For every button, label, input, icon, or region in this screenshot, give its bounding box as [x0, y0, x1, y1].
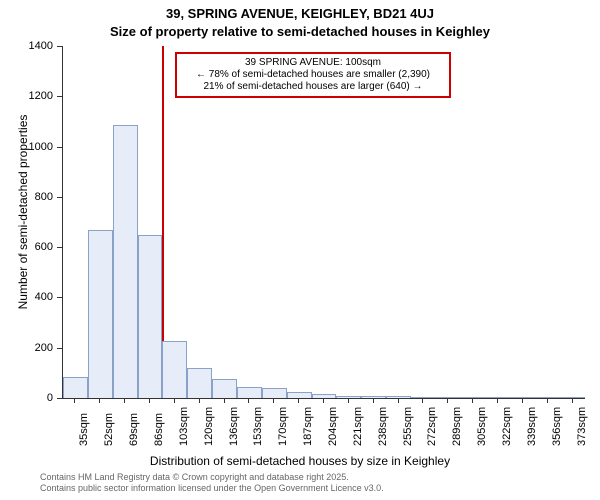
y-tick — [57, 147, 62, 148]
histogram-bar — [138, 235, 163, 398]
x-tick — [273, 398, 274, 403]
x-tick-label: 136sqm — [228, 407, 240, 446]
y-tick — [57, 197, 62, 198]
histogram-bar — [535, 397, 560, 398]
x-tick-label: 35sqm — [78, 413, 90, 446]
histogram-bar — [187, 368, 212, 398]
x-tick-label: 221sqm — [352, 407, 364, 446]
histogram-bar — [88, 230, 113, 398]
histogram-bar — [63, 377, 88, 398]
x-tick-label: 272sqm — [426, 407, 438, 446]
histogram-bar — [336, 396, 361, 399]
x-tick-label: 69sqm — [128, 413, 140, 446]
y-tick-label: 400 — [0, 291, 53, 303]
y-tick-label: 200 — [0, 342, 53, 354]
y-tick-label: 600 — [0, 241, 53, 253]
x-tick — [373, 398, 374, 403]
x-tick — [572, 398, 573, 403]
callout-line1: 39 SPRING AVENUE: 100sqm — [181, 57, 445, 69]
y-tick-label: 1000 — [0, 141, 53, 153]
x-tick-label: 289sqm — [451, 407, 463, 446]
x-tick — [174, 398, 175, 403]
histogram-bar — [560, 397, 585, 398]
x-tick — [522, 398, 523, 403]
callout-box: 39 SPRING AVENUE: 100sqm ← 78% of semi-d… — [175, 52, 451, 98]
histogram-bar — [510, 397, 535, 398]
x-tick — [99, 398, 100, 403]
x-tick-label: 356sqm — [551, 407, 563, 446]
histogram-bar — [113, 125, 138, 398]
y-tick — [57, 247, 62, 248]
histogram-bar — [237, 387, 262, 398]
attribution-line-2: Contains public sector information licen… — [40, 483, 560, 493]
histogram-bar — [262, 388, 287, 398]
histogram-bar — [162, 341, 187, 398]
histogram-bar — [386, 396, 411, 399]
x-tick — [497, 398, 498, 403]
x-tick — [398, 398, 399, 403]
attribution-line-1: Contains HM Land Registry data © Crown c… — [40, 472, 560, 482]
y-tick — [57, 297, 62, 298]
x-tick-label: 255sqm — [402, 407, 414, 446]
histogram-bar — [411, 397, 436, 398]
x-tick-label: 52sqm — [103, 413, 115, 446]
x-tick — [323, 398, 324, 403]
x-tick-label: 238sqm — [377, 407, 389, 446]
x-tick — [447, 398, 448, 403]
x-tick-label: 339sqm — [526, 407, 538, 446]
x-tick — [547, 398, 548, 403]
chart-supertitle: 39, SPRING AVENUE, KEIGHLEY, BD21 4UJ — [0, 6, 600, 21]
x-tick — [298, 398, 299, 403]
x-tick-label: 305sqm — [476, 407, 488, 446]
x-tick — [149, 398, 150, 403]
plot-area: 39 SPRING AVENUE: 100sqm ← 78% of semi-d… — [62, 46, 585, 399]
chart-container: 39, SPRING AVENUE, KEIGHLEY, BD21 4UJ Si… — [0, 0, 600, 500]
x-tick — [248, 398, 249, 403]
y-tick — [57, 46, 62, 47]
y-tick-label: 0 — [0, 392, 53, 404]
callout-line3: 21% of semi-detached houses are larger (… — [181, 81, 445, 93]
histogram-bar — [361, 396, 386, 399]
y-tick-label: 800 — [0, 191, 53, 203]
x-tick-label: 170sqm — [277, 407, 289, 446]
x-tick-label: 153sqm — [252, 407, 264, 446]
y-tick — [57, 96, 62, 97]
x-tick — [422, 398, 423, 403]
x-tick-label: 86sqm — [153, 413, 165, 446]
y-tick — [57, 398, 62, 399]
x-tick — [224, 398, 225, 403]
x-tick-label: 103sqm — [178, 407, 190, 446]
x-tick — [124, 398, 125, 403]
x-tick — [472, 398, 473, 403]
x-tick — [74, 398, 75, 403]
histogram-bar — [212, 379, 237, 398]
y-tick-label: 1200 — [0, 90, 53, 102]
x-tick-label: 187sqm — [302, 407, 314, 446]
callout-line2: ← 78% of semi-detached houses are smalle… — [181, 69, 445, 81]
x-tick-label: 120sqm — [203, 407, 215, 446]
x-tick-label: 322sqm — [501, 407, 513, 446]
x-tick-label: 373sqm — [576, 407, 588, 446]
x-tick — [199, 398, 200, 403]
x-tick-label: 204sqm — [327, 407, 339, 446]
y-tick-label: 1400 — [0, 40, 53, 52]
y-tick — [57, 348, 62, 349]
x-axis-label: Distribution of semi-detached houses by … — [0, 454, 600, 468]
chart-title: Size of property relative to semi-detach… — [0, 24, 600, 39]
x-tick — [348, 398, 349, 403]
